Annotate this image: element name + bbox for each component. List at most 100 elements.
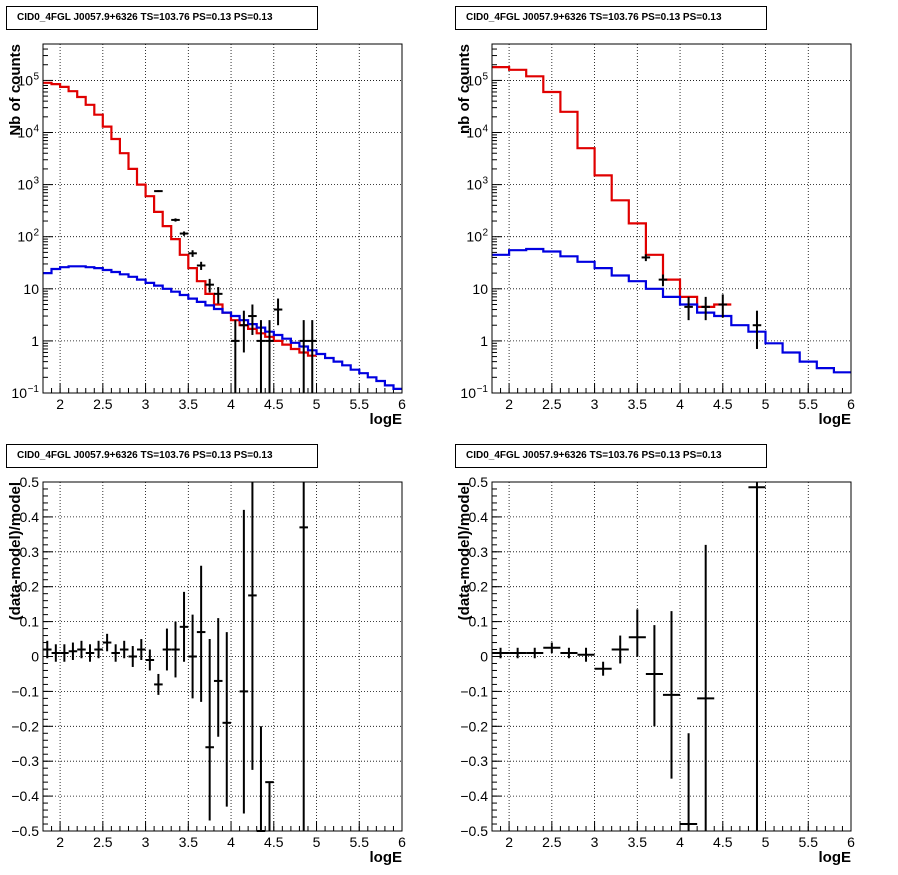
y-tick-label: 0.5 <box>20 474 40 490</box>
y-tick-exponent: −1 <box>28 384 40 395</box>
x-axis-label: logE <box>370 411 403 428</box>
data-point <box>213 618 223 737</box>
plot-title: CID0_4FGL J0057.9+6326 TS=103.76 PS=0.13… <box>455 6 767 30</box>
x-tick-label: 2.5 <box>542 396 562 412</box>
data-point <box>256 726 266 832</box>
y-tick-label: −0.5 <box>460 823 488 839</box>
data-point <box>102 633 112 652</box>
x-tick-label: 3 <box>142 834 150 850</box>
data-point <box>748 482 766 831</box>
data-point <box>628 609 646 657</box>
data-point <box>179 231 189 236</box>
panel-counts-left: 2 2.5 3 3.5 4 4.5 5 5.5 6 10 −1 1 10 10 2 10 3 10 4 10 5 logE… <box>0 0 449 437</box>
data-point <box>171 218 180 222</box>
data-point <box>658 274 668 287</box>
x-tick-label: 2.5 <box>93 834 113 850</box>
data-point <box>154 673 163 695</box>
y-tick-label: −0.1 <box>11 683 39 699</box>
data-point <box>718 294 728 318</box>
data-point <box>273 298 283 326</box>
series-step-line <box>492 247 851 374</box>
y-tick-label: 0.2 <box>20 579 40 595</box>
data-point <box>222 632 232 807</box>
x-tick-label: 4 <box>227 834 235 850</box>
data-point <box>111 644 120 662</box>
x-tick-label: 5.5 <box>799 396 819 412</box>
data-point <box>248 482 257 770</box>
chart-svg: 2 2.5 3 3.5 4 4.5 5 5.5 6 −0.5 −0.4 −0.3 −0.2 −0.1 0 0.… <box>7 474 406 866</box>
y-axis-label: nb of counts <box>456 44 473 134</box>
x-tick-label: 6 <box>847 396 855 412</box>
x-tick-label: 4 <box>676 834 684 850</box>
data-point <box>128 646 138 667</box>
data-point <box>205 278 214 293</box>
y-tick-label: 10 <box>466 72 482 88</box>
x-tick-label: 4.5 <box>264 834 284 850</box>
data-point <box>248 304 257 335</box>
y-tick-label: −0.1 <box>460 683 488 699</box>
y-tick-label: 10 <box>472 281 488 297</box>
y-tick-label: 0 <box>31 649 39 665</box>
data-point <box>51 644 61 662</box>
data-point <box>560 647 578 659</box>
data-point <box>231 320 240 393</box>
data-point <box>577 647 595 662</box>
x-tick-label: 3 <box>142 396 150 412</box>
x-axis-label: logE <box>370 849 403 866</box>
x-tick-label: 5 <box>762 834 770 850</box>
data-point <box>299 482 308 831</box>
data-point <box>299 320 308 393</box>
y-tick-label: 10 <box>17 72 33 88</box>
data-point <box>145 649 155 671</box>
x-tick-label: 3.5 <box>179 834 199 850</box>
y-tick-exponent: 3 <box>482 176 488 187</box>
y-tick-label: 10 <box>17 125 33 141</box>
x-tick-label: 3 <box>591 396 599 412</box>
y-axis-label: (data-model)/model <box>456 482 473 620</box>
y-tick-label: −0.3 <box>460 753 488 769</box>
data-point <box>162 628 172 671</box>
panel-residuals-right: 2 2.5 3 3.5 4 4.5 5 5.5 6 −0.5 −0.4 −0.3 −0.2 −0.1 0 0.… <box>449 438 898 875</box>
y-tick-label: −0.4 <box>460 788 488 804</box>
data-point <box>188 614 197 699</box>
y-tick-exponent: 3 <box>33 176 39 187</box>
y-tick-label: 0.3 <box>20 544 40 560</box>
data-point <box>697 544 715 831</box>
x-tick-label: 5.5 <box>799 834 819 850</box>
y-tick-label: 10 <box>460 385 476 401</box>
data-point <box>205 639 214 821</box>
data-point <box>85 644 95 662</box>
x-tick-label: 2 <box>56 396 64 412</box>
data-point <box>137 639 146 660</box>
x-tick-label: 2.5 <box>542 834 562 850</box>
x-tick-label: 4.5 <box>264 396 284 412</box>
y-tick-label: −0.3 <box>11 753 39 769</box>
data-point <box>256 320 266 393</box>
panel-counts-right: 2 2.5 3 3.5 4 4.5 5 5.5 6 10 −1 1 10 10 2 10 3 10 4 10 5 logE… <box>449 0 898 437</box>
plot-frame <box>491 43 852 394</box>
chart-svg: 2 2.5 3 3.5 4 4.5 5 5.5 6 −0.5 −0.4 −0.3 −0.2 −0.1 0 0.… <box>456 474 855 866</box>
y-tick-label: −0.4 <box>11 788 39 804</box>
x-tick-label: 2.5 <box>93 396 113 412</box>
y-tick-label: −0.2 <box>460 718 488 734</box>
data-point <box>701 296 710 321</box>
data-point <box>188 250 197 257</box>
panel-residuals-left: 2 2.5 3 3.5 4 4.5 5 5.5 6 −0.5 −0.4 −0.3 −0.2 −0.1 0 0.… <box>0 438 449 875</box>
data-point <box>43 640 52 659</box>
x-tick-label: 4 <box>676 396 684 412</box>
y-axis-label: (data-model)/model <box>7 482 24 620</box>
data-point <box>752 310 762 349</box>
data-point <box>307 320 317 393</box>
y-axis-label: Nb of counts <box>7 44 24 136</box>
data-point <box>154 190 163 193</box>
x-tick-label: 6 <box>398 834 406 850</box>
y-tick-label: 0.2 <box>469 579 489 595</box>
data-point <box>179 591 189 662</box>
y-tick-label: −0.5 <box>11 823 39 839</box>
y-tick-label: 0.5 <box>469 474 489 490</box>
x-tick-label: 5.5 <box>350 834 370 850</box>
data-point <box>684 296 693 321</box>
x-tick-label: 4.5 <box>713 396 733 412</box>
data-point <box>680 733 698 831</box>
